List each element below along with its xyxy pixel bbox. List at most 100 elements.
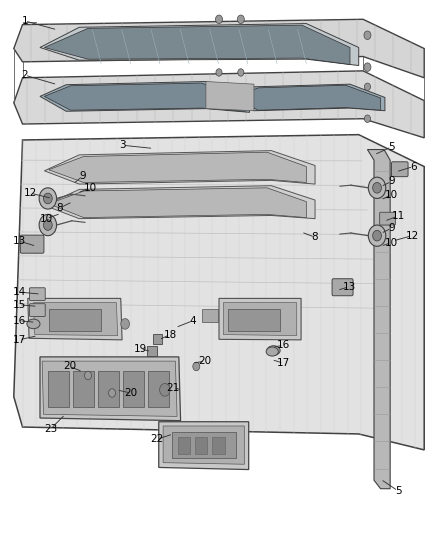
Polygon shape — [28, 298, 122, 340]
Bar — [195, 437, 207, 454]
Text: 17: 17 — [277, 358, 290, 368]
Polygon shape — [228, 84, 385, 111]
Circle shape — [121, 319, 130, 329]
Ellipse shape — [267, 346, 280, 356]
Text: 6: 6 — [410, 161, 417, 172]
Polygon shape — [49, 152, 306, 182]
Polygon shape — [44, 151, 315, 184]
Text: 10: 10 — [84, 183, 97, 193]
Text: 11: 11 — [392, 211, 405, 221]
Text: 2: 2 — [21, 70, 28, 80]
Text: 5: 5 — [395, 486, 401, 496]
Polygon shape — [44, 83, 245, 111]
Bar — [152, 334, 162, 344]
Bar — [48, 371, 69, 407]
Polygon shape — [367, 150, 390, 489]
Polygon shape — [33, 303, 118, 336]
Circle shape — [368, 177, 386, 198]
Bar — [148, 371, 169, 407]
Polygon shape — [44, 185, 315, 219]
FancyBboxPatch shape — [29, 288, 45, 301]
Bar — [212, 437, 225, 454]
Text: 12: 12 — [24, 188, 37, 198]
FancyBboxPatch shape — [380, 212, 396, 225]
Polygon shape — [40, 357, 180, 421]
Polygon shape — [163, 426, 244, 464]
Polygon shape — [219, 298, 301, 340]
Bar — [123, 371, 144, 407]
Polygon shape — [44, 25, 350, 64]
Text: 10: 10 — [385, 190, 398, 200]
Text: 5: 5 — [388, 142, 395, 152]
Text: 20: 20 — [124, 388, 138, 398]
Text: 16: 16 — [277, 340, 290, 350]
Text: 18: 18 — [163, 329, 177, 340]
Text: 15: 15 — [12, 300, 26, 310]
Circle shape — [39, 188, 57, 209]
Polygon shape — [40, 82, 250, 112]
Bar — [148, 346, 157, 356]
Bar — [228, 309, 280, 332]
Polygon shape — [232, 85, 381, 110]
Text: 13: 13 — [343, 282, 356, 292]
Text: 14: 14 — [12, 287, 26, 297]
Circle shape — [364, 115, 371, 123]
Circle shape — [373, 182, 381, 193]
Circle shape — [364, 63, 371, 71]
Circle shape — [216, 69, 222, 76]
Circle shape — [109, 389, 116, 397]
Text: 8: 8 — [57, 203, 63, 213]
Polygon shape — [14, 19, 424, 78]
Text: 8: 8 — [312, 232, 318, 243]
FancyBboxPatch shape — [392, 162, 408, 176]
Circle shape — [193, 362, 200, 370]
Text: 10: 10 — [40, 214, 53, 224]
Text: 12: 12 — [405, 231, 419, 241]
Polygon shape — [206, 82, 254, 111]
FancyBboxPatch shape — [332, 279, 353, 296]
Bar — [172, 432, 237, 458]
Polygon shape — [49, 188, 306, 217]
Text: 21: 21 — [166, 383, 180, 393]
Circle shape — [43, 220, 52, 230]
Circle shape — [364, 31, 371, 39]
Bar — [98, 371, 119, 407]
Text: 9: 9 — [388, 223, 395, 233]
Circle shape — [85, 371, 92, 379]
Polygon shape — [40, 23, 359, 66]
Circle shape — [43, 193, 52, 204]
Circle shape — [237, 15, 244, 23]
Ellipse shape — [27, 319, 40, 329]
Text: 20: 20 — [63, 361, 76, 372]
Circle shape — [238, 69, 244, 76]
Polygon shape — [42, 361, 177, 416]
FancyBboxPatch shape — [29, 304, 45, 317]
Text: 23: 23 — [44, 424, 57, 434]
Text: 3: 3 — [120, 140, 126, 150]
Polygon shape — [14, 71, 424, 138]
FancyBboxPatch shape — [20, 235, 44, 253]
Text: 20: 20 — [198, 356, 212, 366]
Bar — [73, 371, 94, 407]
Text: 9: 9 — [79, 171, 86, 181]
Polygon shape — [14, 135, 424, 450]
Bar — [201, 309, 218, 322]
Text: 4: 4 — [190, 316, 196, 326]
Circle shape — [39, 214, 57, 236]
Text: 9: 9 — [388, 176, 395, 187]
Text: 16: 16 — [12, 316, 26, 326]
Text: 13: 13 — [12, 236, 26, 246]
Circle shape — [373, 230, 381, 241]
Text: 19: 19 — [134, 344, 147, 354]
Bar — [49, 309, 101, 332]
Text: 22: 22 — [150, 434, 164, 445]
Text: 17: 17 — [12, 335, 26, 345]
Ellipse shape — [266, 347, 279, 356]
Circle shape — [159, 383, 170, 396]
Bar — [177, 437, 190, 454]
Text: 1: 1 — [21, 16, 28, 26]
Polygon shape — [223, 303, 297, 336]
Circle shape — [364, 83, 371, 91]
Text: 10: 10 — [385, 238, 398, 247]
Circle shape — [368, 225, 386, 246]
